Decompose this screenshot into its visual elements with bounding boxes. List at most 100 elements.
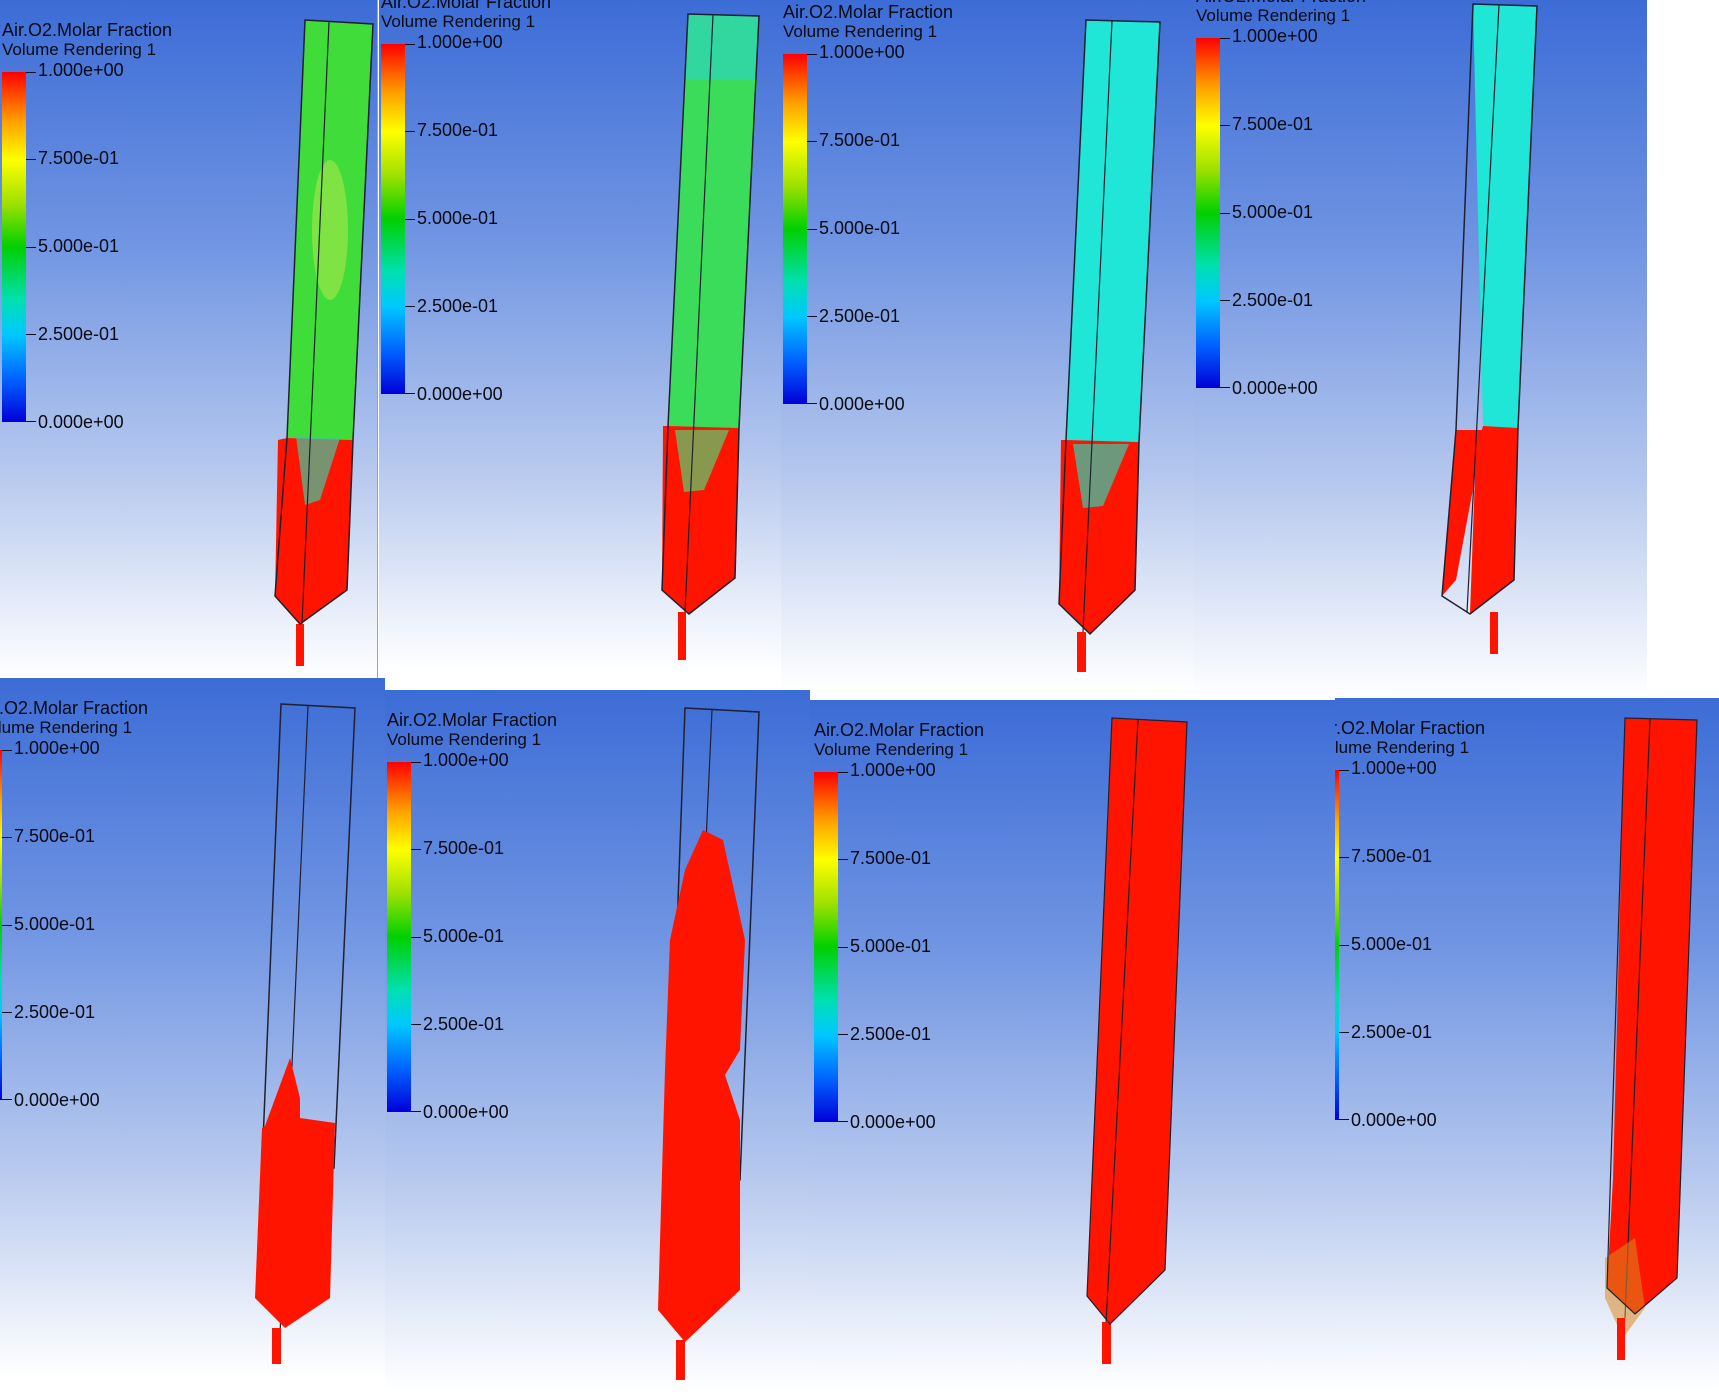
legend-tick — [411, 1024, 421, 1025]
render-panel-bottom-3: Air.O2.Molar Fraction Volume Rendering 1… — [810, 700, 1335, 1390]
legend-tick — [2, 837, 12, 838]
legend-tick — [807, 403, 817, 404]
column-rendering — [255, 703, 356, 1364]
legend-label-075: 7.500e-01 — [1232, 114, 1314, 134]
legend-tick — [807, 141, 817, 142]
legend-label-025: 2.500e-01 — [38, 324, 120, 344]
colorbar — [814, 772, 838, 1122]
legend-tick — [1339, 770, 1349, 771]
legend-tick — [1220, 125, 1230, 126]
legend-label-min: 0.000e+00 — [1351, 1110, 1437, 1130]
legend-tick — [405, 306, 415, 307]
legend-label-050: 5.000e-01 — [423, 926, 505, 946]
legend-tick — [405, 44, 415, 45]
legend-tick — [838, 1034, 848, 1035]
legend-tick — [1339, 945, 1349, 946]
legend-tick — [26, 421, 36, 422]
legend-subtitle: Volume Rendering 1 — [1196, 6, 1351, 25]
legend-label-075: 7.500e-01 — [819, 130, 901, 150]
legend-label-max: 1.000e+00 — [819, 42, 905, 62]
column-rendering — [658, 707, 760, 1380]
column-rendering — [1058, 19, 1161, 672]
legend-subtitle: Volume Rendering 1 — [1335, 738, 1470, 757]
legend-tick — [838, 772, 848, 773]
legend-label-050: 5.000e-01 — [1351, 934, 1433, 954]
colorbar-legend: Air.O2.Molar Fraction Volume Rendering 1… — [814, 720, 1034, 1140]
legend-label-025: 2.500e-01 — [1351, 1022, 1433, 1042]
legend-subtitle: Volume Rendering 1 — [387, 730, 542, 749]
legend-tick — [411, 849, 421, 850]
colorbar — [387, 762, 411, 1112]
render-panel-top-2: Air.O2.Molar Fraction Volume Rendering 1… — [379, 0, 783, 670]
legend-tick — [26, 334, 36, 335]
render-panel-bottom-4: Air.O2.Molar Fraction Volume Rendering 1… — [1335, 698, 1719, 1390]
legend-label-025: 2.500e-01 — [850, 1024, 932, 1044]
legend-label-050: 5.000e-01 — [819, 218, 901, 238]
legend-label-075: 7.500e-01 — [423, 838, 505, 858]
colorbar-legend: Air.O2.Molar Fraction Volume Rendering 1… — [0, 698, 198, 1118]
column-rendering — [1086, 717, 1188, 1364]
legend-title: Air.O2.Molar Fraction — [783, 2, 954, 22]
colorbar — [381, 44, 405, 394]
legend-subtitle: Volume Rendering 1 — [381, 12, 536, 31]
legend-title: Air.O2.Molar Fraction — [1196, 0, 1366, 6]
column-rendering — [661, 13, 760, 660]
legend-title: Air.O2.Molar Fraction — [387, 710, 558, 730]
legend-label-min: 0.000e+00 — [423, 1102, 509, 1122]
legend-title: Air.O2.Molar Fraction — [381, 0, 552, 12]
legend-subtitle: Volume Rendering 1 — [814, 740, 969, 759]
render-panel-bottom-1: Air.O2.Molar Fraction Volume Rendering 1… — [0, 678, 385, 1378]
legend-tick — [26, 72, 36, 73]
colorbar — [783, 54, 807, 404]
legend-tick — [807, 229, 817, 230]
column-rendering — [1605, 717, 1698, 1360]
legend-tick — [26, 247, 36, 248]
legend-label-075: 7.500e-01 — [417, 120, 499, 140]
legend-subtitle: Volume Rendering 1 — [2, 40, 157, 59]
legend-tick — [26, 159, 36, 160]
colorbar-legend: Air.O2.Molar Fraction Volume Rendering 1… — [2, 20, 222, 440]
legend-label-max: 1.000e+00 — [38, 60, 124, 80]
legend-tick — [807, 316, 817, 317]
legend-tick — [2, 925, 12, 926]
legend-label-075: 7.500e-01 — [850, 848, 932, 868]
legend-tick — [2, 1099, 12, 1100]
legend-label-025: 2.500e-01 — [14, 1002, 96, 1022]
legend-label-min: 0.000e+00 — [819, 394, 905, 414]
legend-label-max: 1.000e+00 — [423, 750, 509, 770]
colorbar-legend: Air.O2.Molar Fraction Volume Rendering 1… — [1335, 718, 1535, 1138]
legend-tick — [838, 1121, 848, 1122]
legend-label-min: 0.000e+00 — [38, 412, 124, 432]
colorbar-legend: Air.O2.Molar Fraction Volume Rendering 1… — [1196, 0, 1416, 406]
legend-tick — [1339, 1032, 1349, 1033]
legend-label-050: 5.000e-01 — [850, 936, 932, 956]
legend-subtitle: Volume Rendering 1 — [0, 718, 133, 737]
legend-tick — [405, 131, 415, 132]
legend-label-max: 1.000e+00 — [1351, 758, 1437, 778]
column-rendering — [1441, 3, 1538, 654]
legend-label-max: 1.000e+00 — [1232, 26, 1318, 46]
legend-label-050: 5.000e-01 — [14, 914, 96, 934]
legend-tick — [411, 937, 421, 938]
colorbar — [2, 72, 26, 422]
render-panel-top-1: Air.O2.Molar Fraction Volume Rendering 1… — [0, 0, 378, 678]
legend-title: Air.O2.Molar Fraction — [0, 698, 149, 718]
legend-tick — [1339, 1119, 1349, 1120]
legend-tick — [1220, 387, 1230, 388]
colorbar-legend: Air.O2.Molar Fraction Volume Rendering 1… — [783, 2, 1003, 422]
legend-label-050: 5.000e-01 — [38, 236, 120, 256]
colorbar — [1196, 38, 1220, 388]
render-panel-bottom-2: Air.O2.Molar Fraction Volume Rendering 1… — [385, 690, 810, 1390]
column-rendering — [274, 19, 374, 666]
legend-tick — [1220, 300, 1230, 301]
legend-tick — [1339, 857, 1349, 858]
render-panel-top-4: Air.O2.Molar Fraction Volume Rendering 1… — [1194, 0, 1647, 698]
legend-tick — [405, 393, 415, 394]
legend-tick — [838, 947, 848, 948]
legend-label-min: 0.000e+00 — [850, 1112, 936, 1132]
legend-tick — [2, 1012, 12, 1013]
legend-subtitle: Volume Rendering 1 — [783, 22, 938, 41]
legend-label-075: 7.500e-01 — [38, 148, 120, 168]
legend-tick — [2, 750, 12, 751]
colorbar-legend: Air.O2.Molar Fraction Volume Rendering 1… — [381, 0, 601, 412]
